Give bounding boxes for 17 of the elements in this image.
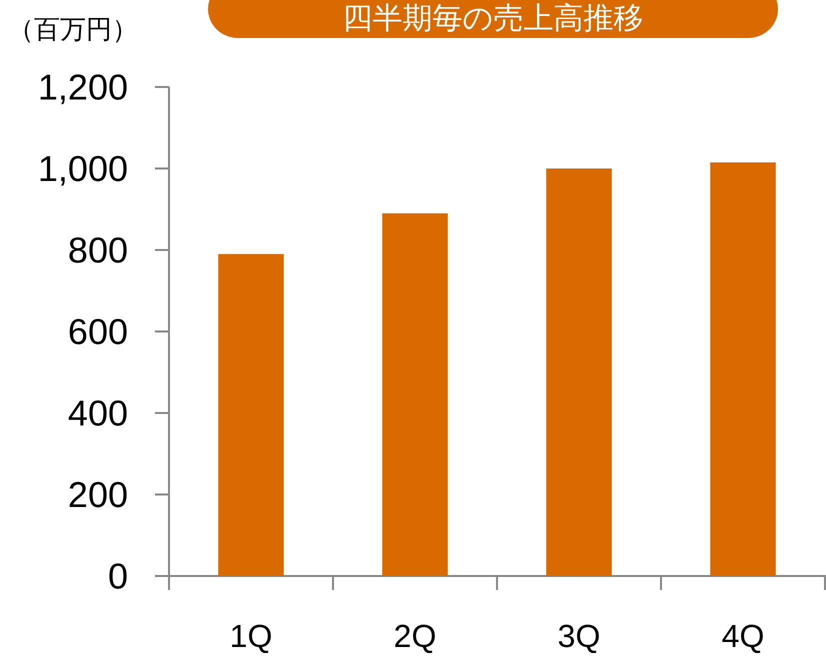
chart-title: 四半期毎の売上高推移 bbox=[342, 2, 644, 35]
bar bbox=[218, 254, 284, 576]
y-tick-label: 600 bbox=[68, 311, 128, 352]
x-tick-label: 2Q bbox=[394, 618, 436, 654]
bar bbox=[710, 162, 776, 576]
bar bbox=[382, 213, 448, 576]
y-tick-label: 0 bbox=[108, 556, 128, 596]
y-tick-label: 1,000 bbox=[38, 148, 128, 189]
y-tick-label: 1,200 bbox=[38, 66, 128, 108]
y-axis-title: （百万円） bbox=[8, 14, 138, 44]
y-tick-label: 400 bbox=[68, 392, 128, 434]
y-tick-label: 800 bbox=[68, 230, 128, 270]
bar bbox=[546, 168, 612, 576]
x-tick-label: 1Q bbox=[230, 618, 272, 654]
x-tick-label: 4Q bbox=[722, 618, 764, 654]
x-tick-label: 3Q bbox=[558, 618, 600, 654]
y-tick-label: 200 bbox=[68, 474, 128, 515]
